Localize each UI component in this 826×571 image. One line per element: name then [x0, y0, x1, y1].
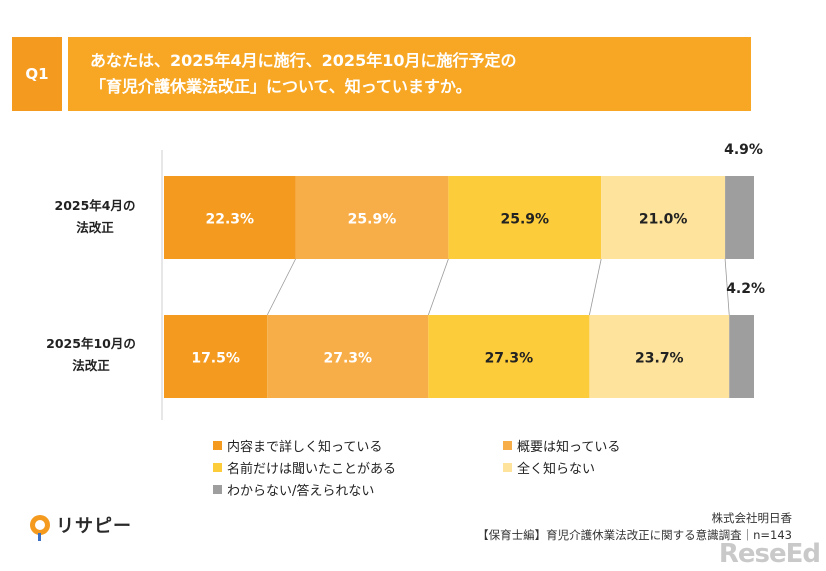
- category-label-line: 2025年10月の: [46, 336, 136, 351]
- legend-label: 内容まで詳しく知っている: [227, 440, 383, 455]
- legend-swatch: [503, 441, 512, 450]
- bar-segment: [589, 315, 730, 398]
- legend-item: わからない/答えられない: [213, 480, 374, 499]
- legend-label: わからない/答えられない: [227, 484, 375, 499]
- data-label: 25.9%: [500, 212, 549, 228]
- question-title: あなたは、2025年4月に施行、2025年10月に施行予定の 「育児介護休業法改…: [68, 37, 751, 111]
- category-label-october: 2025年10月の 法改正: [26, 333, 156, 377]
- category-label-line: 2025年4月の: [54, 198, 136, 213]
- data-label: 4.9%: [724, 142, 763, 158]
- question-tag: Q1: [12, 37, 62, 111]
- bar-segment: [267, 315, 429, 398]
- data-label: 25.9%: [348, 212, 397, 228]
- legend-swatch: [213, 485, 222, 494]
- legend-item: 概要は知っている: [503, 436, 620, 455]
- connector-line: [588, 258, 602, 316]
- bar-segment: [295, 176, 449, 259]
- bar-segment: [601, 176, 726, 259]
- data-label: 27.3%: [323, 351, 372, 367]
- legend-label: 名前だけは聞いたことがある: [227, 462, 397, 477]
- category-label-april: 2025年4月の 法改正: [30, 195, 160, 239]
- legend-swatch: [503, 463, 512, 472]
- legend-label: 全く知らない: [517, 462, 596, 477]
- watermark-logo: ReseEd: [718, 539, 821, 569]
- bar-segment: [164, 176, 296, 259]
- connector-line: [427, 258, 449, 316]
- bar-segment: [729, 315, 754, 398]
- source-note: 株式会社明日香 【保育士編】育児介護休業法改正に関する意識調査｜n=143: [477, 510, 792, 544]
- data-label: 22.3%: [205, 212, 254, 228]
- question-line-2: 「育児介護休業法改正」について、知っていますか。: [90, 77, 472, 96]
- legend-item: 名前だけは聞いたことがある: [213, 458, 396, 477]
- data-label: 4.2%: [726, 281, 765, 297]
- bar-segment: [428, 315, 590, 398]
- legend-item: 内容まで詳しく知っている: [213, 436, 382, 455]
- data-label: 17.5%: [191, 351, 240, 367]
- connector-line: [724, 258, 730, 316]
- logo-text: リサピー: [56, 516, 132, 537]
- bar-segment: [725, 176, 754, 259]
- data-label: 23.7%: [635, 351, 684, 367]
- bar-segment: [164, 315, 268, 398]
- source-survey: 【保育士編】育児介護休業法改正に関する意識調査｜n=143: [477, 528, 792, 542]
- category-label-line: 法改正: [76, 220, 114, 235]
- pin-icon: [30, 515, 50, 541]
- legend-swatch: [213, 441, 222, 450]
- legend-item: 全く知らない: [503, 458, 595, 477]
- data-label: 21.0%: [639, 212, 688, 228]
- source-company: 株式会社明日香: [711, 511, 793, 525]
- legend-swatch: [213, 463, 222, 472]
- bar-segment: [448, 176, 602, 259]
- question-line-1: あなたは、2025年4月に施行、2025年10月に施行予定の: [90, 51, 517, 70]
- connector-line: [266, 258, 296, 316]
- legend-label: 概要は知っている: [517, 440, 621, 455]
- data-label: 27.3%: [485, 351, 534, 367]
- category-label-line: 法改正: [72, 358, 110, 373]
- brand-logo: リサピー: [30, 512, 132, 541]
